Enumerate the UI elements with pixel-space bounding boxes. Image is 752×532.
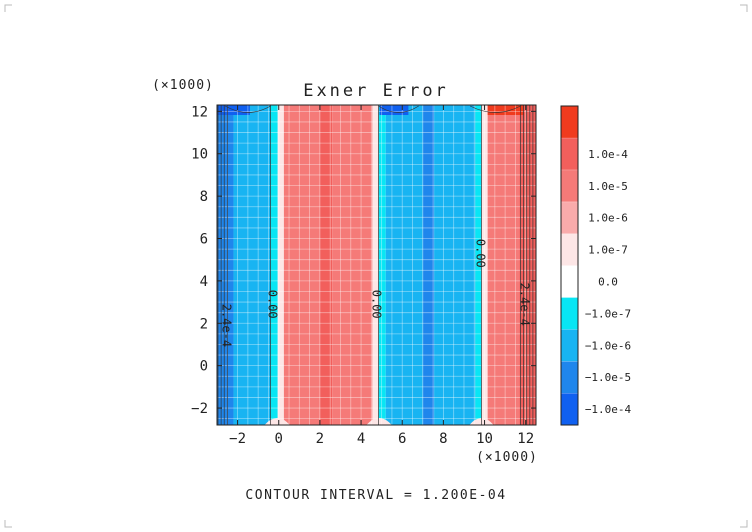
contour-label-3: 2.4e-4 xyxy=(219,304,233,347)
contour-band-3 xyxy=(277,105,284,425)
y-tick-label: 6 xyxy=(200,232,208,248)
boundary-cap-1 xyxy=(379,105,409,115)
x-tick-label: 6 xyxy=(398,431,406,447)
x-tick-label: 10 xyxy=(476,431,493,447)
contour-band-14 xyxy=(487,105,520,425)
contour-interval-footer: CONTOUR INTERVAL = 1.200E-04 xyxy=(245,488,506,503)
y-tick-label: 4 xyxy=(200,274,208,290)
contour-label-4: 2.4e-4 xyxy=(518,283,532,326)
colorbar-label-4: 0.0 xyxy=(598,275,618,288)
y-multiplier-label: (×1000) xyxy=(152,78,214,93)
colorbar-label-0: −1.0e-4 xyxy=(585,403,632,416)
colorbar-label-7: 1.0e-5 xyxy=(588,180,628,193)
x-tick-label: 4 xyxy=(357,431,365,447)
x-tick-label: 8 xyxy=(439,431,447,447)
contour-lines xyxy=(217,105,534,425)
colorbar-label-5: 1.0e-7 xyxy=(588,244,628,257)
bottom-notch-1 xyxy=(366,418,392,425)
colorbar-swatch-5 xyxy=(561,233,578,266)
contour-arc xyxy=(378,105,419,113)
x-multiplier-label: (×1000) xyxy=(476,450,538,465)
x-tick-label: −2 xyxy=(229,431,246,447)
y-tick-label: 8 xyxy=(200,189,208,205)
colorbar-swatch-1 xyxy=(561,361,578,394)
y-tick-label: 10 xyxy=(191,147,208,163)
contour-label-1: 0.00 xyxy=(370,290,384,319)
crop-marks xyxy=(4,4,748,528)
colorbar-label-1: −1.0e-5 xyxy=(585,371,631,384)
contour-band-7 xyxy=(372,105,379,425)
contour-band-10 xyxy=(422,105,435,425)
contour-band-15 xyxy=(519,105,536,425)
contour-band-6 xyxy=(332,105,373,425)
colorbar-label-2: −1.0e-6 xyxy=(585,339,631,352)
contour-band-2 xyxy=(270,105,278,425)
chart-title: Exner Error xyxy=(303,81,449,101)
contour-band-1 xyxy=(233,105,271,425)
colorbar-label-8: 1.0e-4 xyxy=(588,148,628,161)
contour-band-11 xyxy=(434,105,476,425)
contour-band-5 xyxy=(319,105,333,425)
y-tick-label: 12 xyxy=(191,104,208,120)
contour-field: 0.00 0.00 0.00 2.4e-4 2.4e-4 xyxy=(217,105,536,425)
contour-band-4 xyxy=(283,105,320,425)
plot-area: 0.00 0.00 0.00 2.4e-4 2.4e-4 −2 0 2 4 6 8 10 12 −2 0 2 4… xyxy=(191,104,537,447)
contour-arc xyxy=(469,105,521,113)
colorbar-swatch-8 xyxy=(561,137,578,170)
colorbar-swatch-4 xyxy=(561,265,578,298)
x-tick-label: 0 xyxy=(275,431,283,447)
boundary-cap-2 xyxy=(487,105,524,115)
colorbar-swatch-9 xyxy=(561,106,578,138)
y-tick-label: −2 xyxy=(191,401,208,417)
colorbar-swatch-3 xyxy=(561,297,578,330)
contour-arc xyxy=(225,105,271,113)
contour-label-0: 0.00 xyxy=(266,290,280,319)
y-tick-label: 0 xyxy=(200,359,208,375)
colorbar: −1.0e-4 −1.0e-5 −1.0e-6 −1.0e-7 0.0 1.0e-7 1.0… xyxy=(560,105,632,426)
colorbar-frame xyxy=(560,105,579,426)
contour-band-13 xyxy=(481,105,488,425)
contour-band-0 xyxy=(217,105,234,425)
colorbar-swatch-6 xyxy=(561,201,578,234)
y-tick-label: 2 xyxy=(200,316,208,332)
contour-band-9 xyxy=(385,105,423,425)
colorbar-swatch-7 xyxy=(561,169,578,202)
contour-band-12 xyxy=(475,105,482,425)
contour-band-8 xyxy=(378,105,386,425)
plot-frame xyxy=(216,104,537,426)
colorbar-swatch-2 xyxy=(561,329,578,362)
x-tick-label: 2 xyxy=(316,431,324,447)
colorbar-label-3: −1.0e-7 xyxy=(585,307,631,320)
colorbar-label-6: 1.0e-6 xyxy=(588,212,628,225)
x-tick-label: 12 xyxy=(517,431,534,447)
axes: −2 0 2 4 6 8 10 12 −2 0 2 4 6 8 10 12 xyxy=(191,104,536,447)
contour-label-2: 0.00 xyxy=(473,239,487,268)
colorbar-swatch-0 xyxy=(561,393,578,425)
